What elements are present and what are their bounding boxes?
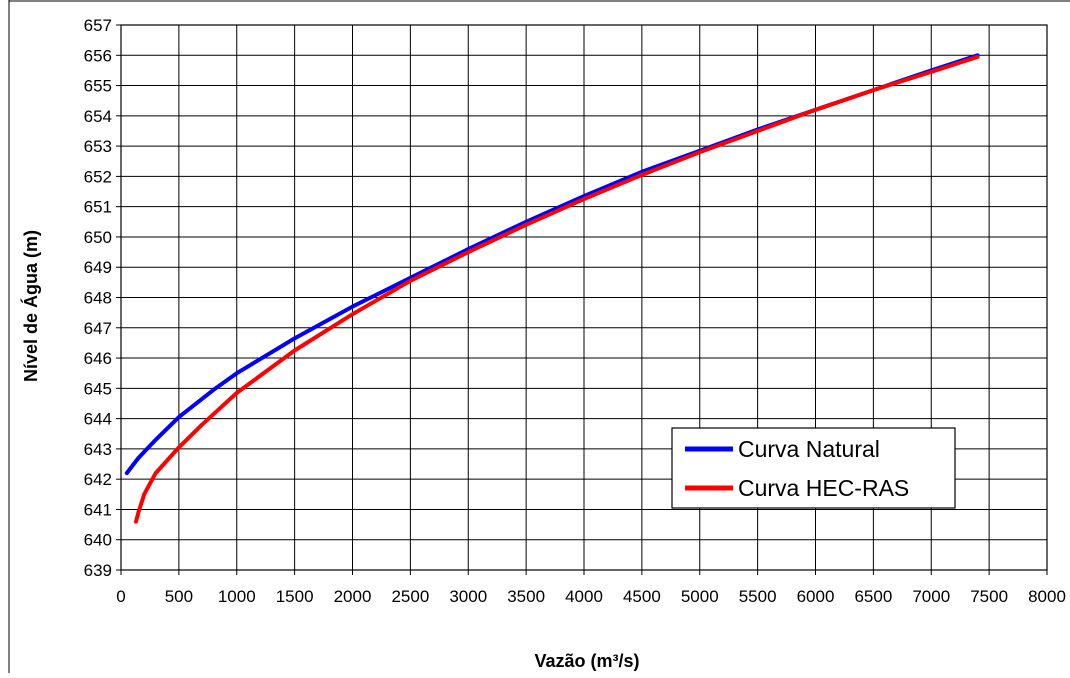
- y-tick-label-653: 653: [84, 137, 112, 156]
- x-axis-title: Vazão (m³/s): [534, 651, 639, 671]
- y-tick-label-644: 644: [84, 410, 112, 429]
- y-axis-ticks: 639 640 641 642 643 644 645 646 647 648 649 650 651 6…: [84, 16, 121, 580]
- y-tick-label-646: 646: [84, 349, 112, 368]
- series-line-curva-natural: [124, 53, 980, 476]
- y-tick-label-649: 649: [84, 258, 112, 277]
- x-tick-label-3500: 3500: [507, 587, 545, 606]
- y-tick-label-648: 648: [84, 289, 112, 308]
- x-tick-label-500: 500: [165, 587, 193, 606]
- x-tick-label-0: 0: [116, 587, 125, 606]
- y-tick-label-650: 650: [84, 228, 112, 247]
- y-tick-label-641: 641: [84, 500, 112, 519]
- x-tick-label-5000: 5000: [681, 587, 719, 606]
- x-tick-label-1500: 1500: [276, 587, 314, 606]
- y-tick-label-655: 655: [84, 77, 112, 96]
- y-tick-label-643: 643: [84, 440, 112, 459]
- x-tick-label-8000: 8000: [1028, 587, 1066, 606]
- legend-box: [671, 427, 956, 509]
- y-tick-label-656: 656: [84, 46, 112, 65]
- y-tick-label-642: 642: [84, 470, 112, 489]
- series-lines: [124, 53, 980, 524]
- legend-label-curva-hec-ras: Curva HEC-RAS: [738, 475, 909, 501]
- y-tick-label-645: 645: [84, 379, 112, 398]
- x-tick-label-6000: 6000: [797, 587, 835, 606]
- y-axis-title: Nível de Água (m): [20, 230, 41, 382]
- x-tick-label-5500: 5500: [739, 587, 777, 606]
- x-tick-label-4000: 4000: [565, 587, 603, 606]
- x-tick-label-6500: 6500: [854, 587, 892, 606]
- y-tick-label-640: 640: [84, 531, 112, 550]
- x-tick-label-4500: 4500: [623, 587, 661, 606]
- y-tick-label-651: 651: [84, 198, 112, 217]
- x-tick-label-7500: 7500: [970, 587, 1008, 606]
- series-line-curva-hec-ras: [134, 54, 980, 524]
- x-tick-label-7000: 7000: [912, 587, 950, 606]
- y-tick-label-652: 652: [84, 167, 112, 186]
- y-tick-label-647: 647: [84, 319, 112, 338]
- x-tick-label-3000: 3000: [449, 587, 487, 606]
- y-tick-label-657: 657: [84, 16, 112, 35]
- x-tick-label-2500: 2500: [391, 587, 429, 606]
- y-tick-label-639: 639: [84, 561, 112, 580]
- x-tick-label-1000: 1000: [218, 587, 256, 606]
- x-axis-ticks: 0 500 1000 1500 2000 2500 3000 3500 4000 4500 5000…: [116, 570, 1066, 606]
- legend-label-curva-natural: Curva Natural: [738, 436, 880, 462]
- legend: Curva Natural Curva HEC-RAS: [671, 427, 956, 509]
- x-tick-label-2000: 2000: [334, 587, 372, 606]
- y-tick-label-654: 654: [84, 107, 112, 126]
